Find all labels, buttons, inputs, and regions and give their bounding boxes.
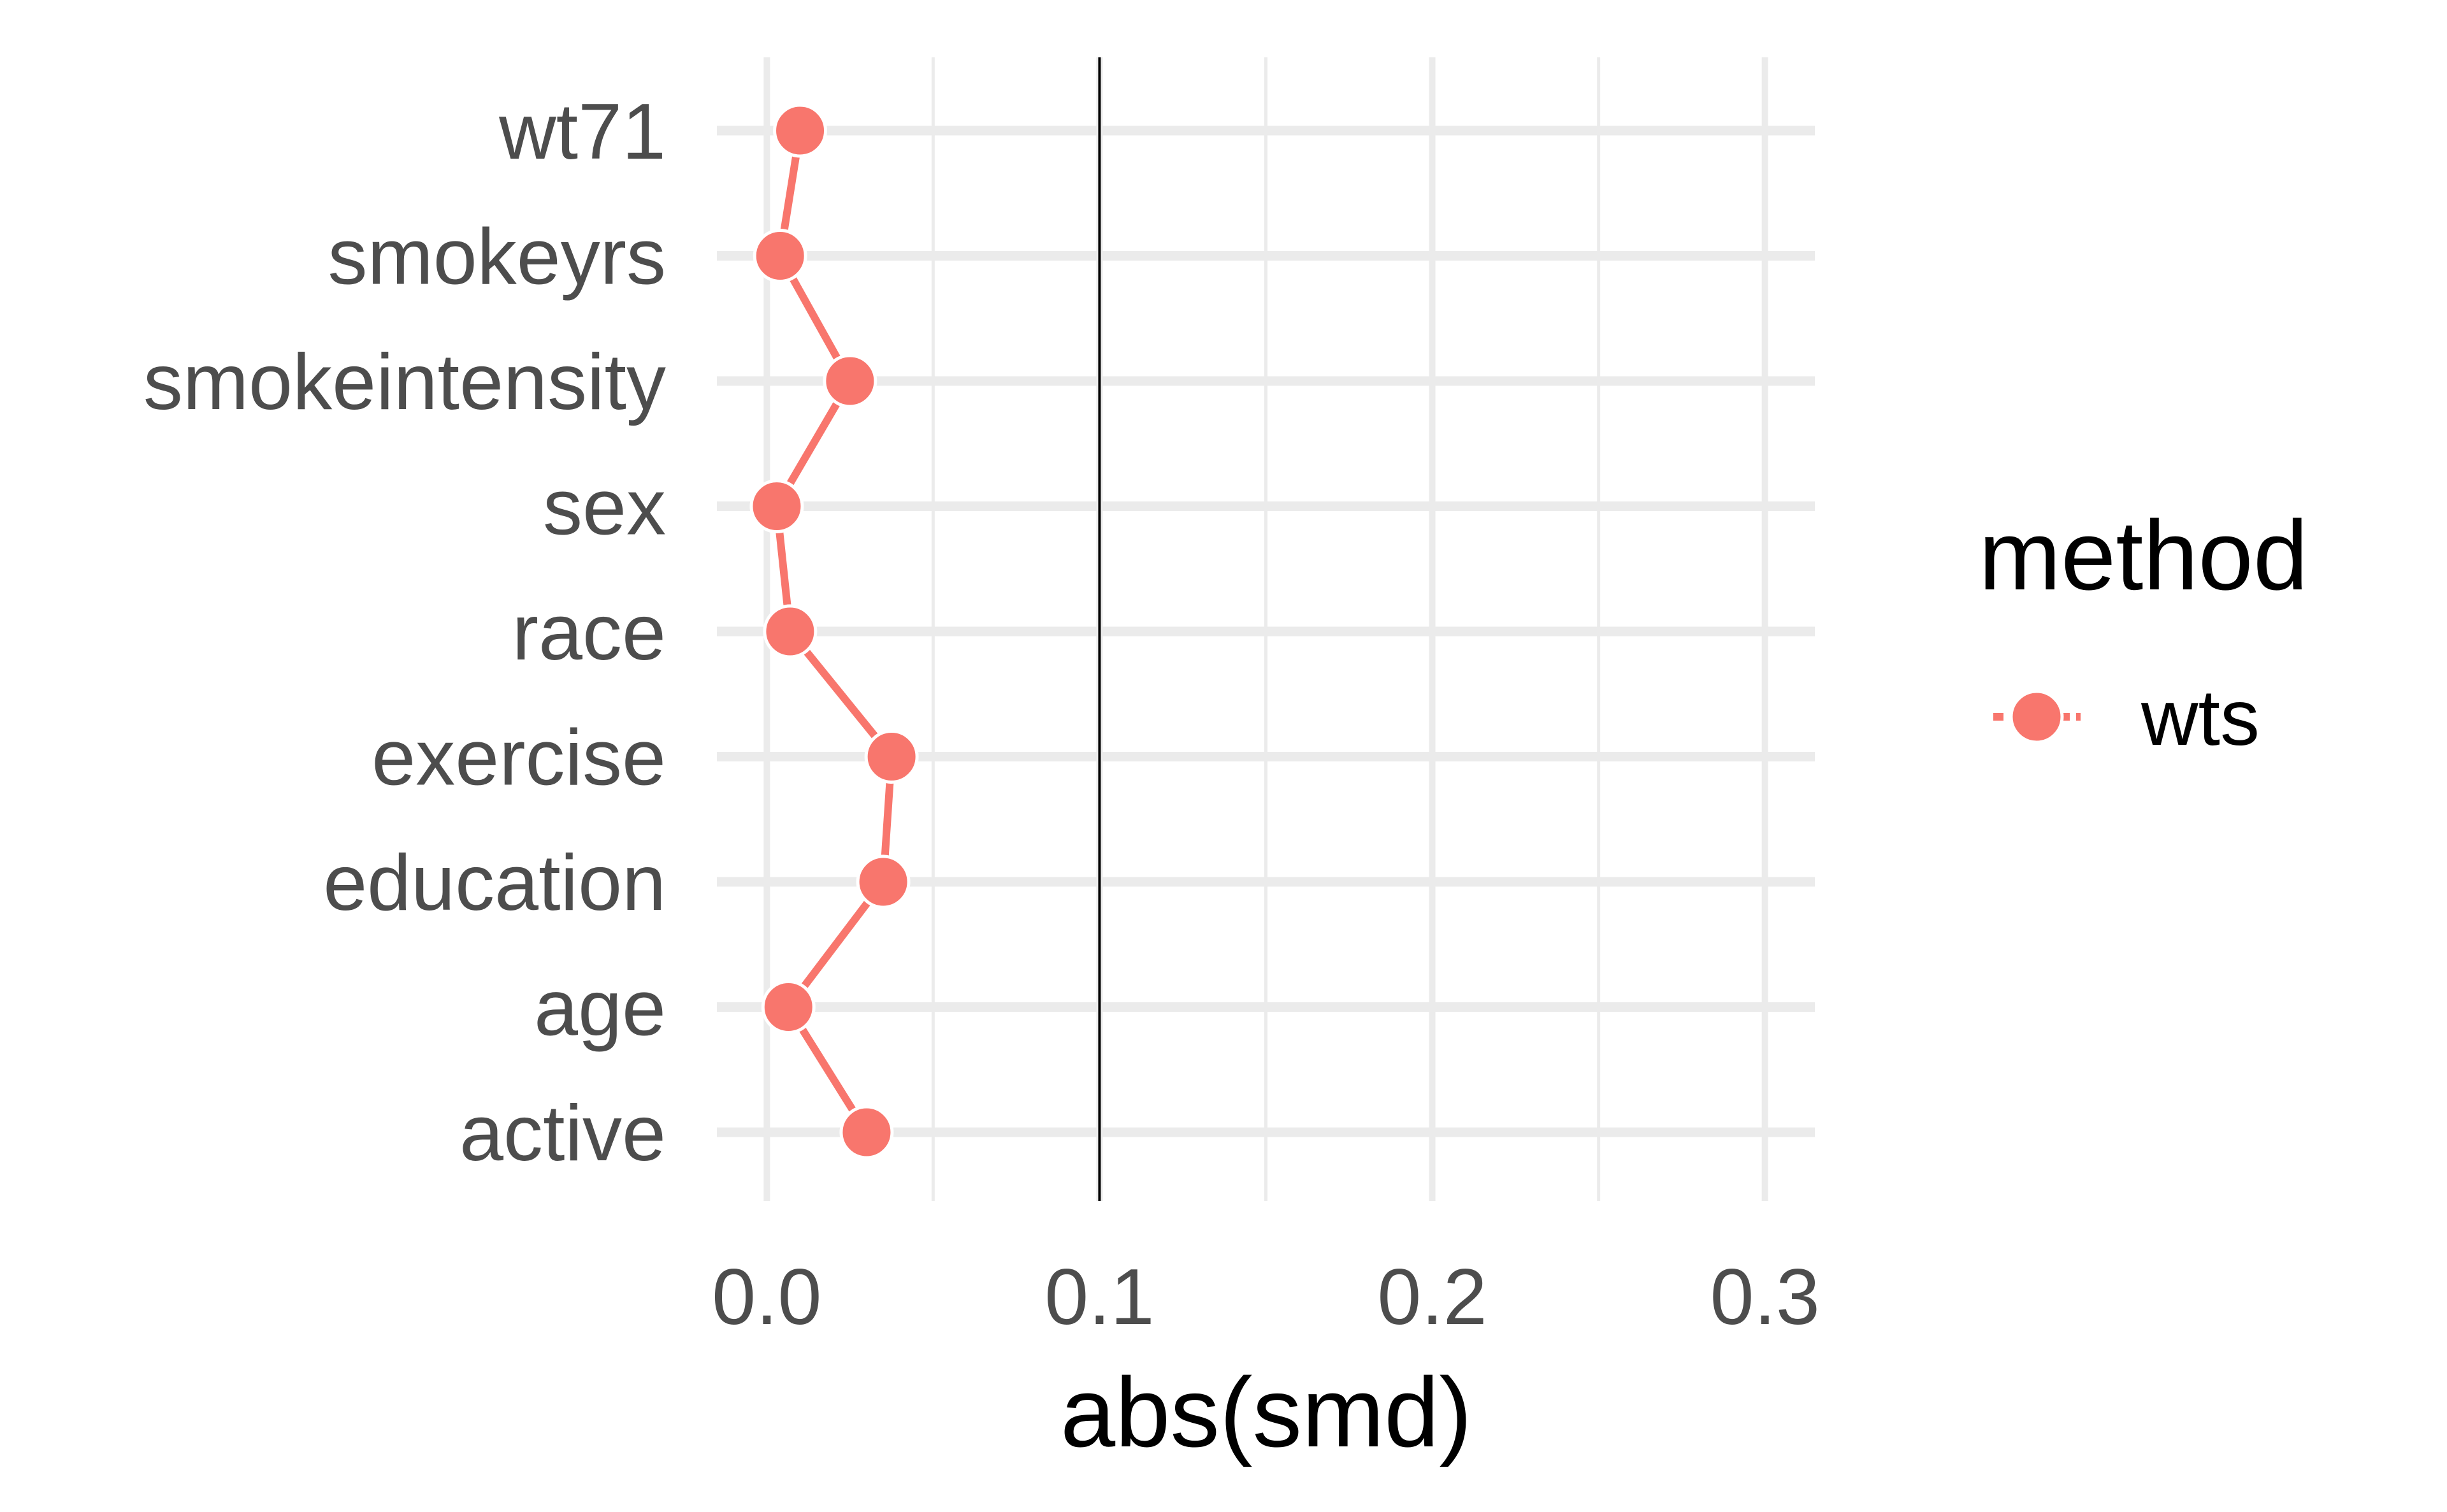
x-tick-labels: 0.0 0.1 0.2 0.3 xyxy=(712,1253,1820,1341)
data-point-age xyxy=(761,980,816,1034)
x-tick-label: 0.2 xyxy=(1377,1253,1487,1341)
series-group xyxy=(749,103,919,1160)
legend-label: wts xyxy=(2140,674,2260,762)
y-tick-label: active xyxy=(459,1090,666,1177)
y-tick-label: sex xyxy=(543,464,666,552)
y-tick-label: smokeyrs xyxy=(328,213,666,301)
y-tick-label: age xyxy=(534,965,666,1053)
data-point-exercise xyxy=(864,730,919,784)
x-tick-label: 0.1 xyxy=(1044,1253,1154,1341)
data-point-smokeintensity xyxy=(823,354,877,408)
data-point-active xyxy=(839,1105,894,1160)
data-point-wt71 xyxy=(773,103,828,158)
y-tick-label: exercise xyxy=(372,714,666,802)
x-tick-label: 0.3 xyxy=(1710,1253,1819,1341)
y-tick-labels: active age education exercise race sex smokein… xyxy=(143,88,666,1177)
data-point-smokeyrs xyxy=(753,229,807,283)
data-point-education xyxy=(856,854,911,909)
y-tick-label: smokeintensity xyxy=(143,338,666,426)
y-tick-label: education xyxy=(323,839,666,927)
x-tick-label: 0.0 xyxy=(712,1253,821,1341)
legend: method wts xyxy=(1979,500,2308,762)
y-tick-label: race xyxy=(512,589,666,677)
legend-key-point xyxy=(2009,689,2064,744)
y-tick-label: wt71 xyxy=(498,88,666,176)
data-point-race xyxy=(763,604,818,659)
x-axis-label: abs(smd) xyxy=(1060,1357,1472,1467)
data-point-sex xyxy=(749,479,804,533)
legend-title: method xyxy=(1979,500,2308,610)
